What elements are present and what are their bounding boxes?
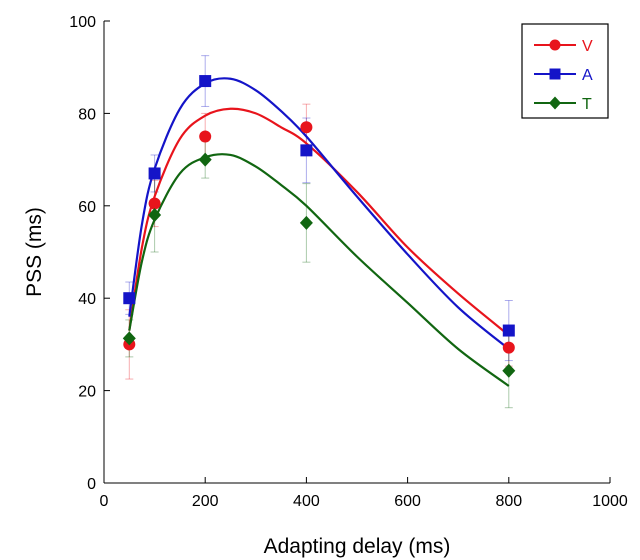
- data-point: [148, 197, 161, 210]
- fit-curve-v: [128, 107, 510, 337]
- legend: VAT: [521, 23, 609, 119]
- y-tick-label: 20: [78, 384, 96, 401]
- y-tick-label: 80: [78, 106, 96, 123]
- data-point: [299, 215, 313, 230]
- y-tick-label: 100: [69, 14, 96, 31]
- axes: 0 200 400 600 800 1000 0 20 40 60 80 100: [69, 14, 628, 510]
- data-point: [300, 144, 313, 157]
- series-t-points: [122, 152, 516, 378]
- y-tick-label: 60: [78, 199, 96, 216]
- data-point: [502, 324, 515, 337]
- data-markers: [122, 75, 516, 378]
- y-axis-title: PSS (ms): [23, 207, 46, 297]
- error-bars-t: [125, 140, 513, 409]
- data-point: [123, 292, 136, 305]
- fit-curve-t: [128, 153, 510, 387]
- data-point: [198, 152, 212, 167]
- x-tick-label: 600: [394, 493, 421, 510]
- legend-item-v: V: [534, 38, 593, 55]
- data-point: [122, 331, 136, 346]
- data-point: [148, 208, 162, 223]
- y-tick-label: 40: [78, 291, 96, 308]
- legend-marker: [549, 39, 561, 51]
- legend-marker: [549, 68, 561, 80]
- x-tick-label: 400: [293, 493, 320, 510]
- data-point: [502, 341, 515, 354]
- legend-label: V: [582, 38, 593, 55]
- data-point: [148, 167, 161, 180]
- legend-label: A: [582, 67, 593, 84]
- data-point: [199, 130, 212, 143]
- data-point: [199, 75, 212, 88]
- fit-curves: [128, 77, 510, 387]
- x-tick-label: 200: [192, 493, 219, 510]
- x-tick-label: 1000: [592, 493, 628, 510]
- x-tick-label: 0: [100, 493, 109, 510]
- error-bars: [125, 55, 513, 409]
- legend-item-t: T: [534, 96, 592, 113]
- legend-item-a: A: [534, 67, 593, 84]
- x-tick-label: 800: [495, 493, 522, 510]
- fit-curve-a: [128, 77, 510, 350]
- error-bars-v: [125, 103, 513, 380]
- y-tick-label: 0: [87, 476, 96, 493]
- data-point: [502, 363, 516, 378]
- x-axis-title: Adapting delay (ms): [264, 535, 451, 558]
- legend-marker: [549, 96, 561, 110]
- error-bars-a: [125, 55, 513, 362]
- series-a-points: [123, 75, 515, 337]
- legend-label: T: [582, 96, 592, 113]
- data-point: [300, 121, 313, 134]
